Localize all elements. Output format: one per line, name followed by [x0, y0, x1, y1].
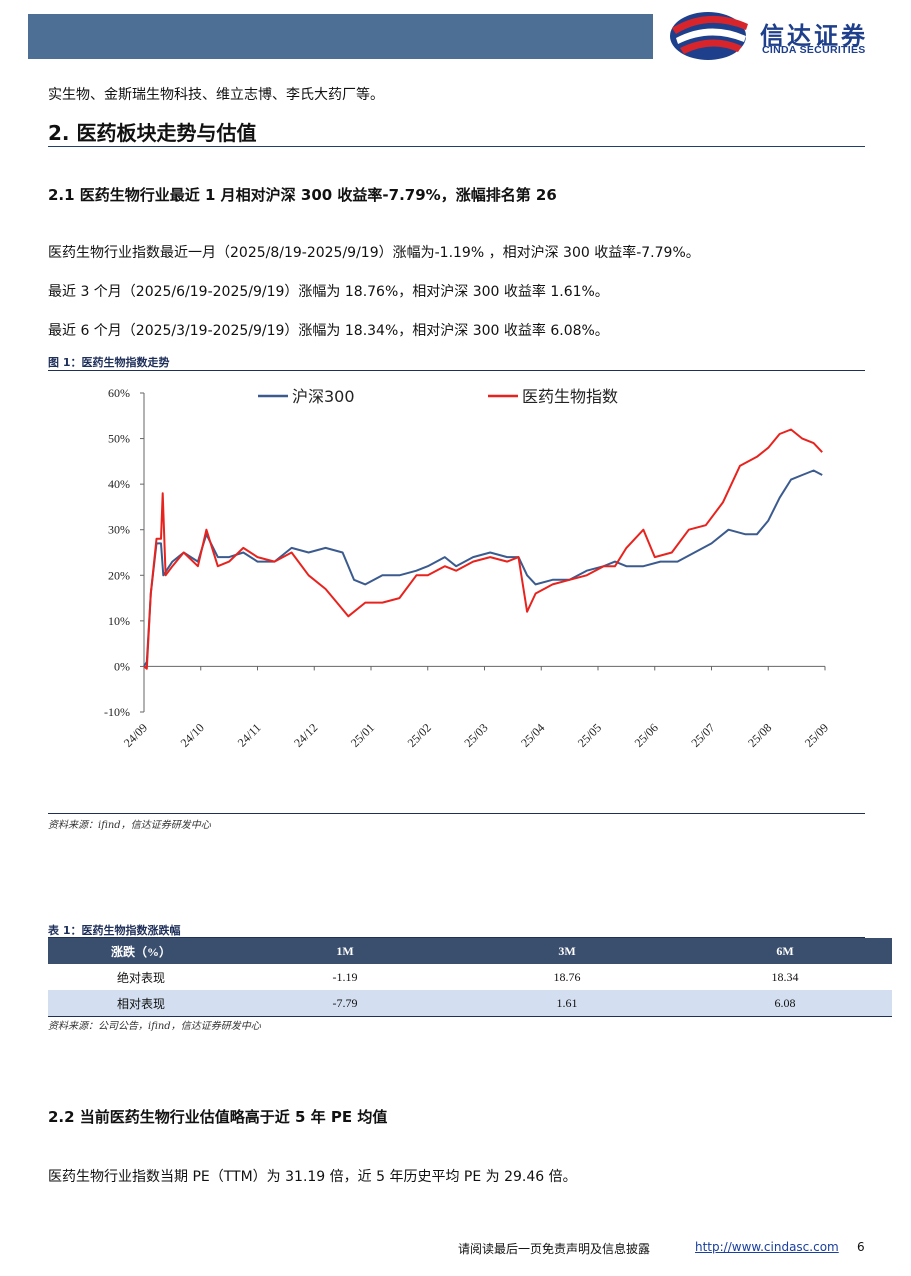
table-header: 1M [234, 938, 456, 964]
x-tick-label: 25/04 [518, 721, 547, 750]
x-tick-label: 25/08 [745, 721, 774, 750]
table-cell: -7.79 [234, 990, 456, 1017]
y-tick-label: -10% [104, 705, 130, 719]
table-cell: 18.34 [771, 969, 799, 984]
y-tick-label: 20% [108, 568, 130, 582]
table-caption-rule [48, 937, 865, 938]
figure-source: 资料来源：ifind，信达证券研发中心 [48, 820, 211, 831]
table-cell: -1.19 [332, 969, 358, 984]
logo-english-name: CINDA SECURITIES [762, 44, 866, 56]
table-cell: 1.61 [456, 990, 678, 1017]
section-divider [48, 146, 865, 147]
table-cell: 绝对表现 [116, 970, 165, 985]
series-line-pharma [143, 428, 823, 670]
table-row: 相对表现 -7.79 1.61 6.08 [48, 990, 892, 1017]
index-trend-chart: -10% 0% 10% 20% 30% 40% 50% 60% 24/09 24/10 24/11 2… [104, 386, 831, 750]
footer-page-number: 6 [857, 1240, 865, 1254]
table-source: 资料来源：公司公告，ifind，信达证券研发中心 [48, 1021, 261, 1032]
y-tick-label: 40% [108, 477, 130, 491]
x-tick-label: 25/05 [575, 721, 604, 750]
y-tick-label: 10% [108, 614, 130, 628]
paragraph-3m: 最近 3 个月（2025/6/19-2025/9/19）涨幅为 18.76%，相… [48, 284, 609, 300]
subsection-title-2: 2.2 当前医药生物行业估值略高于近 5 年 PE 均值 [48, 1108, 388, 1126]
legend-label: 沪深300 [292, 387, 355, 406]
table-header: 3M [456, 938, 678, 964]
x-tick-label: 24/09 [121, 721, 150, 750]
intro-line: 实生物、金斯瑞生物科技、维立志博、李氏大药厂等。 [48, 87, 384, 103]
y-tick-label: 60% [108, 386, 130, 400]
table-header: 6M [678, 938, 892, 964]
table-row: 绝对表现 -1.19 18.76 18.34 [48, 964, 892, 990]
subsection-title-1: 2.1 医药生物行业最近 1 月相对沪深 300 收益率-7.79%，涨幅排名第… [48, 186, 557, 204]
figure-caption: 图 1：医药生物指数走势 [48, 356, 170, 369]
table-cell: 6.08 [678, 990, 892, 1017]
section-title: 2. 医药板块走势与估值 [48, 121, 257, 145]
company-logo: 信达证券 CINDA SECURITIES [668, 10, 898, 62]
x-tick-label: 25/03 [461, 721, 490, 750]
header-bar [28, 14, 653, 59]
table-header: 涨跌（%） [48, 938, 234, 964]
x-tick-label: 25/06 [632, 721, 661, 750]
paragraph-1m: 医药生物行业指数最近一月（2025/8/19-2025/9/19）涨幅为-1.1… [48, 245, 700, 261]
table-cell: 18.76 [553, 969, 581, 984]
figure-bottom-rule [48, 813, 865, 814]
x-tick-label: 25/02 [405, 721, 434, 750]
logo-emblem-icon [670, 12, 748, 60]
paragraph-6m: 最近 6 个月（2025/3/19-2025/9/19）涨幅为 18.34%，相… [48, 323, 609, 339]
legend-label: 医药生物指数 [522, 387, 618, 406]
x-tick-label: 25/09 [802, 721, 831, 750]
y-tick-label: 50% [108, 432, 130, 446]
y-tick-label: 30% [108, 523, 130, 537]
logo-chinese-name: 信达证券 [760, 22, 868, 50]
x-tick-label: 25/07 [688, 721, 717, 750]
x-tick-label: 24/12 [291, 721, 320, 750]
figure-caption-rule [48, 370, 865, 371]
y-tick-label: 0% [114, 659, 130, 673]
footer-url-link[interactable]: http://www.cindasc.com [695, 1240, 839, 1254]
paragraph-pe: 医药生物行业指数当期 PE（TTM）为 31.19 倍，近 5 年历史平均 PE… [48, 1169, 577, 1185]
x-tick-label: 24/10 [178, 721, 207, 750]
performance-table: 涨跌（%） 1M 3M 6M 绝对表现 -1.19 18.76 18.34 相对… [48, 938, 892, 1017]
x-tick-label: 25/01 [348, 721, 377, 750]
table-cell: 相对表现 [48, 990, 234, 1017]
x-tick-label: 24/11 [235, 721, 264, 750]
footer-disclaimer: 请阅读最后一页免责声明及信息披露 [458, 1242, 651, 1256]
table-caption: 表 1：医药生物指数涨跌幅 [48, 924, 181, 937]
table-header-row: 涨跌（%） 1M 3M 6M [48, 938, 892, 964]
series-line-hs300 [143, 469, 823, 667]
